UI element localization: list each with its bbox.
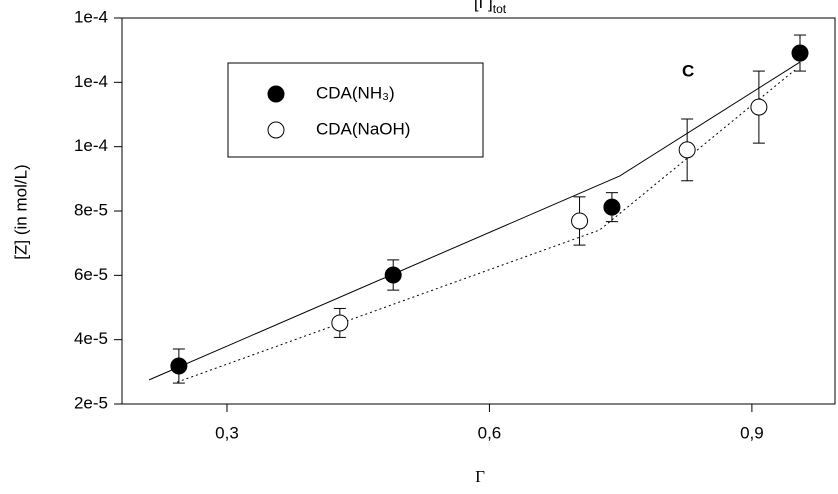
- point: [331, 314, 349, 332]
- chart-title: [Γ]tot: [474, 0, 507, 16]
- y-tick-label: 8e-5: [74, 200, 108, 219]
- point: [603, 198, 621, 216]
- x-axis-label: Γ: [475, 467, 485, 486]
- point: [170, 357, 188, 375]
- legend-marker: [267, 121, 285, 139]
- x-tick-label: 0,6: [478, 423, 502, 442]
- x-tick-label: 0,3: [215, 423, 239, 442]
- point: [384, 266, 402, 284]
- point: [571, 212, 589, 230]
- y-tick-label: 1e-4: [74, 7, 108, 26]
- legend-label: CDA(NaOH): [316, 119, 410, 138]
- point: [678, 141, 696, 159]
- annotation: C: [682, 61, 694, 80]
- legend-label: CDA(NH₃): [316, 83, 395, 102]
- y-axis-label: [Z] (in mol/L): [11, 164, 30, 259]
- point: [791, 44, 809, 62]
- y-tick-label: 6e-5: [74, 265, 108, 284]
- title-main: [Γ]: [474, 0, 493, 12]
- y-tick-label: 4e-5: [74, 329, 108, 348]
- fit-line: [148, 61, 801, 381]
- y-tick-label: 1e-4: [74, 136, 108, 155]
- y-tick-label: 1e-4: [74, 72, 108, 91]
- legend-marker: [267, 85, 285, 103]
- title-subscript: tot: [493, 2, 507, 16]
- x-tick-label: 0,9: [740, 423, 764, 442]
- y-tick-label: 2e-5: [74, 393, 108, 412]
- point: [750, 98, 768, 116]
- legend-box: [227, 62, 484, 158]
